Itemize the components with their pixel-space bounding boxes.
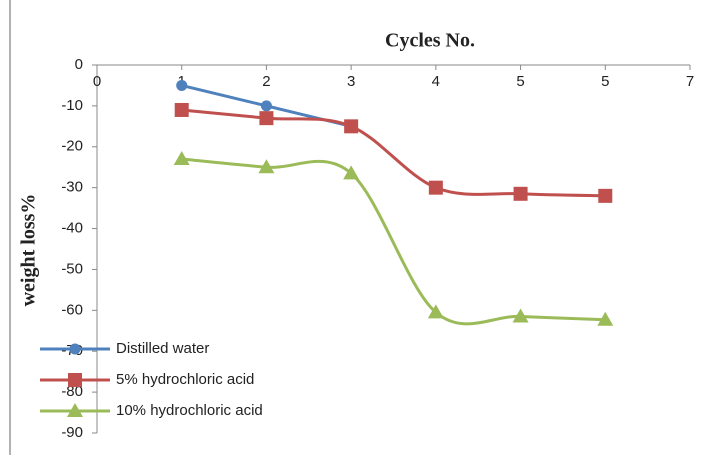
marker [176,79,188,91]
marker [598,188,613,203]
marker [68,373,82,387]
marker [259,111,274,126]
legend-label: 5% hydrochloric acid [116,371,254,388]
marker [428,180,443,195]
x-tick-label: 7 [686,73,694,90]
y-tick-label: -20 [61,138,83,155]
chart-title: Cycles No. [385,30,475,52]
marker [597,311,614,326]
y-tick-label: -80 [61,383,83,400]
marker [427,304,444,319]
y-tick-label: -90 [61,424,83,441]
marker [260,100,272,112]
marker [173,151,190,166]
marker [174,102,189,117]
marker [343,165,360,180]
x-tick-label: 5 [601,73,609,90]
marker [69,343,81,355]
series-line [181,157,606,326]
y-tick-label: -50 [61,260,83,277]
legend-label: 10% hydrochloric acid [116,402,263,419]
x-tick-label: 2 [262,73,270,90]
series-line [181,108,606,198]
marker [513,186,528,201]
x-tick-label: 5 [516,73,524,90]
x-tick-label: 4 [432,73,440,90]
marker [67,403,83,417]
y-tick-label: -30 [61,179,83,196]
y-tick-label: -40 [61,220,83,237]
legend-label: Distilled water [116,340,209,357]
y-tick-label: -60 [61,301,83,318]
x-tick-label: 3 [347,73,355,90]
y-tick-label: 0 [75,56,83,73]
y-axis-label: weight loss% [18,194,40,307]
x-tick-label: 0 [93,73,101,90]
y-tick-label: -10 [61,97,83,114]
marker [258,159,275,174]
marker [344,119,359,134]
marker [512,308,529,323]
